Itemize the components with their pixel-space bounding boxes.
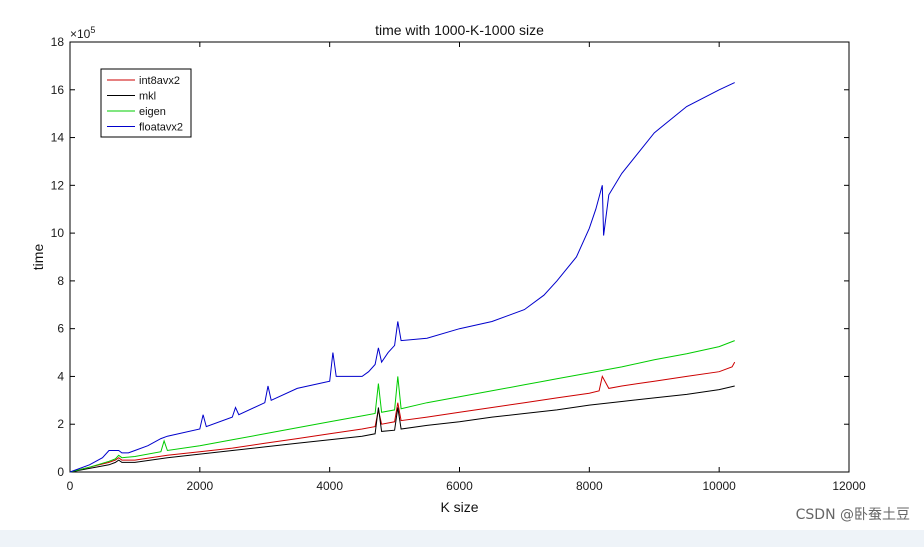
series-line-floatavx2 [69,82,735,473]
x-tick-label: 12000 [832,479,866,493]
x-tick-label: 6000 [446,479,473,493]
series-lines [69,82,736,473]
y-tick-label: 0 [57,465,64,479]
figure-window: time with 1000-K-1000 size 0 2000 4000 6000… [0,0,924,530]
legend-label-floatavx2: floatavx2 [139,122,183,134]
y-tick-label: 16 [51,83,65,97]
legend-label-mkl: mkl [139,91,156,103]
series-line-int8avx2 [69,361,736,473]
x-tick-label: 8000 [576,479,603,493]
x-tick-label: 10000 [702,479,736,493]
axis-ticks: 0 2000 4000 6000 8000 10000 12000 0 2 4 6 8 10 12 14 16… [51,35,866,493]
y-tick-label: 14 [51,131,65,145]
y-tick-label: 6 [57,322,64,336]
legend-label-int8avx2: int8avx2 [139,75,180,87]
x-tick-label: 4000 [316,479,343,493]
series-line-mkl [69,385,735,473]
y-tick-label: 8 [57,274,64,288]
series-line-eigen [69,340,735,473]
y-tick-label: 4 [57,369,64,383]
y-tick-label: 18 [51,35,65,49]
chart-title: time with 1000-K-1000 size [375,22,544,38]
x-axis-label: K size [440,499,478,515]
x-tick-label: 0 [67,479,74,493]
watermark-text: CSDN @卧蚕土豆 [795,507,910,523]
y-axis-label: time [30,244,46,271]
y-axis-multiplier: ×105 [70,25,95,41]
y-tick-label: 10 [51,226,65,240]
legend-label-eigen: eigen [139,106,166,118]
y-tick-label: 12 [51,178,65,192]
y-tick-label: 2 [57,417,64,431]
line-chart: time with 1000-K-1000 size 0 2000 4000 6000… [30,22,866,515]
legend: int8avx2 mkl eigen floatavx2 [100,68,192,138]
plot-area [69,41,850,473]
x-tick-label: 2000 [186,479,213,493]
